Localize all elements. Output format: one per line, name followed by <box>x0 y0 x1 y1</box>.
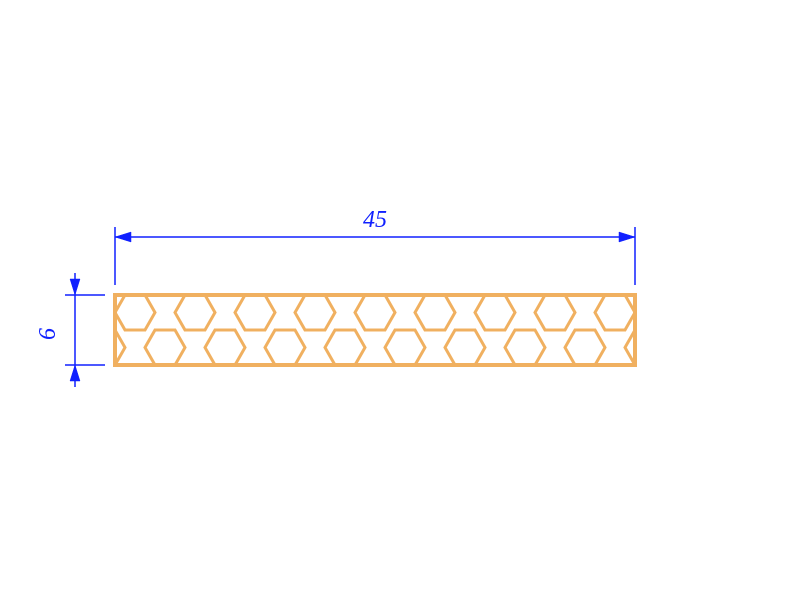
height-dimension-label: 6 <box>35 328 61 340</box>
technical-drawing: 45 6 <box>0 0 800 600</box>
sponge-profile <box>55 295 665 365</box>
width-dimension-label: 45 <box>363 207 387 233</box>
